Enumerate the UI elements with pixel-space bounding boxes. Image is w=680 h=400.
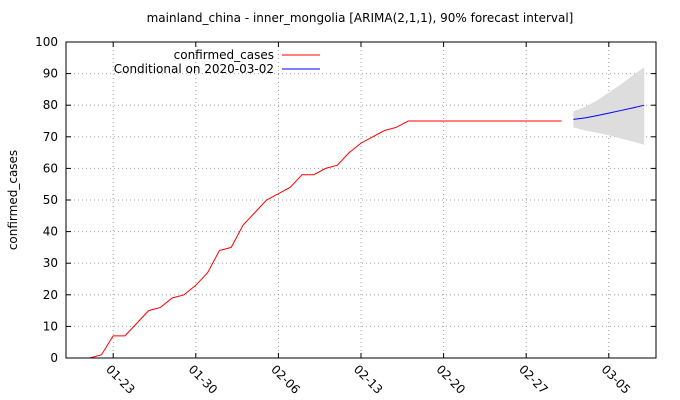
legend: confirmed_cases Conditional on 2020-03-0… xyxy=(114,48,320,76)
x-axis-ticks: 01-23 01-30 02-06 02-13 02-20 02-27 03-05 xyxy=(103,42,633,397)
x-tick-label: 02-27 xyxy=(516,362,551,397)
series-lines xyxy=(89,104,645,359)
forecast-interval-band xyxy=(573,67,645,145)
x-tick-label: 02-06 xyxy=(268,362,303,397)
grid-lines xyxy=(66,42,656,358)
series-line-conditional-forecast xyxy=(573,104,645,120)
y-axis-label: confirmed_cases xyxy=(6,150,20,250)
y-tick-label: 40 xyxy=(43,225,58,239)
y-tick-label: 10 xyxy=(43,319,58,333)
legend-label-conditional: Conditional on 2020-03-02 xyxy=(114,62,274,76)
y-tick-label: 50 xyxy=(43,193,58,207)
y-tick-label: 60 xyxy=(43,161,58,175)
y-tick-label: 80 xyxy=(43,98,58,112)
y-tick-label: 90 xyxy=(43,67,58,81)
y-tick-label: 20 xyxy=(43,288,58,302)
x-tick-label: 02-20 xyxy=(433,362,468,397)
legend-label-confirmed-cases: confirmed_cases xyxy=(174,48,274,62)
x-tick-label: 02-13 xyxy=(351,362,386,397)
y-tick-label: 100 xyxy=(35,35,58,49)
x-tick-label: 01-23 xyxy=(103,362,138,397)
x-tick-label: 03-05 xyxy=(599,362,634,397)
series-line-confirmed-cases xyxy=(89,120,562,359)
y-tick-label: 30 xyxy=(43,256,58,270)
y-axis-ticks: 0 10 20 30 40 50 60 70 80 90 100 xyxy=(35,35,656,365)
forecast-interval-area xyxy=(573,67,645,145)
chart-title: mainland_china - inner_mongolia [ARIMA(2… xyxy=(147,11,574,25)
y-tick-label: 70 xyxy=(43,130,58,144)
x-tick-label: 01-30 xyxy=(186,362,221,397)
y-tick-label: 0 xyxy=(50,351,58,365)
